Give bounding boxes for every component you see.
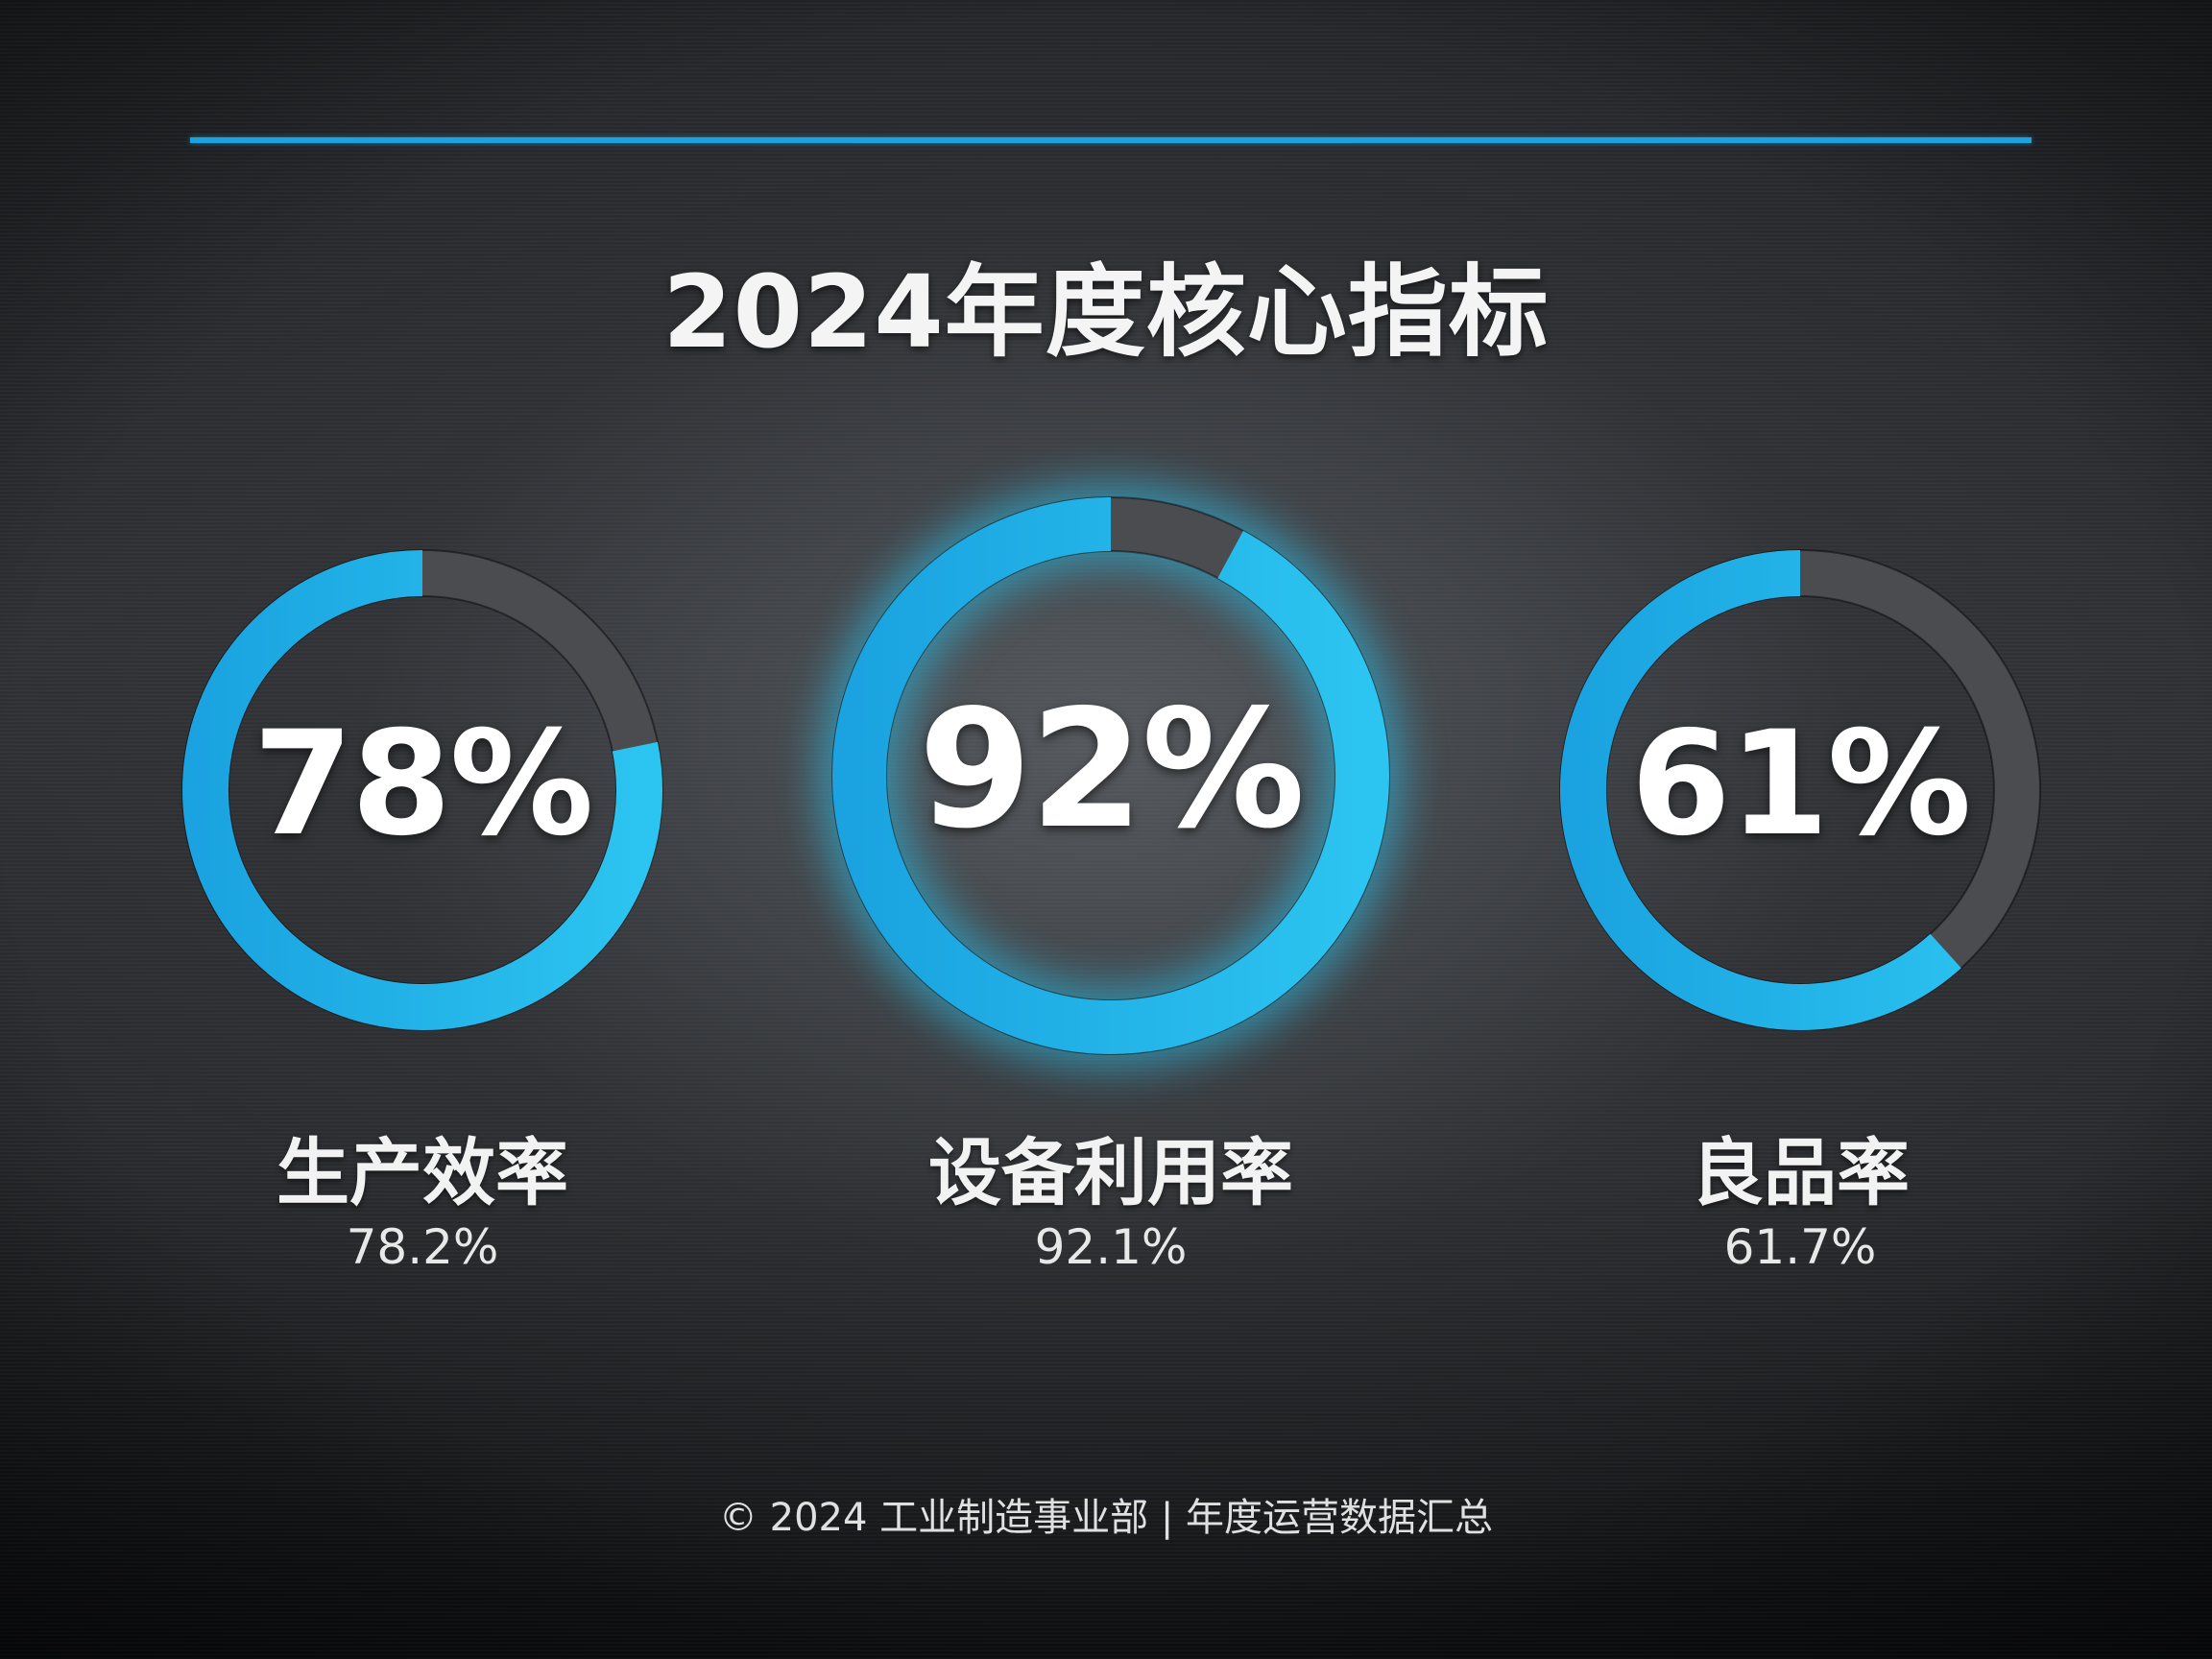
gauge-percent: 61% — [1630, 701, 1971, 868]
gauge-percent: 92% — [918, 674, 1306, 865]
gauge-2 — [818, 483, 1404, 1069]
gauge-value-arc — [182, 550, 662, 1030]
metric-label: 设备利用率 — [928, 1130, 1293, 1215]
gauge-value-arc — [1560, 550, 2040, 1030]
footer-text: © 2024 工业制造事业部 | 年度运营数据汇总 — [718, 1496, 1494, 1540]
gauge-3 — [1559, 549, 2041, 1031]
metric-label: 良品率 — [1691, 1130, 1910, 1215]
top-accent-line — [190, 137, 2032, 143]
gauge-1 — [181, 549, 663, 1031]
page-title: 2024年度核心指标 — [662, 253, 1550, 371]
gauge-value-arc — [832, 497, 1389, 1054]
metric-label: 生产效率 — [276, 1130, 568, 1215]
metric-detail-value: 92.1% — [1034, 1219, 1188, 1275]
metric-detail-value: 78.2% — [346, 1219, 499, 1275]
metric-detail-value: 61.7% — [1723, 1219, 1877, 1275]
gauge-percent: 78% — [252, 701, 593, 868]
